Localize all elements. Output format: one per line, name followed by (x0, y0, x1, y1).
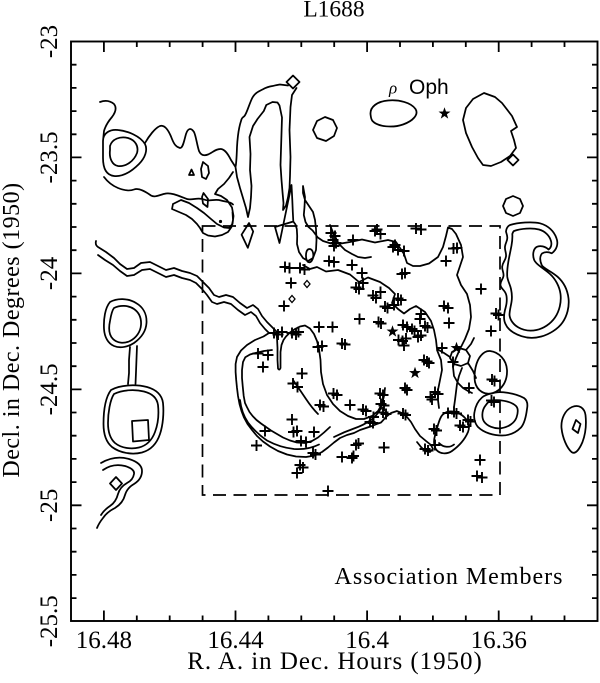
svg-text:Association Members: Association Members (335, 564, 564, 590)
svg-text:16.4: 16.4 (345, 627, 389, 654)
svg-text:16.44: 16.44 (207, 627, 264, 654)
svg-text:ρ: ρ (388, 79, 397, 98)
svg-text:R. A. in Dec. Hours (1950): R. A. in Dec. Hours (1950) (187, 648, 483, 675)
svg-text:-24: -24 (36, 256, 63, 290)
svg-text:-25.5: -25.5 (36, 595, 63, 647)
svg-text:Oph: Oph (409, 76, 449, 99)
svg-text:Decl. in Dec. Degrees (1950): Decl. in Dec. Degrees (1950) (0, 182, 25, 477)
svg-text:-24.5: -24.5 (36, 363, 63, 415)
svg-text:16.36: 16.36 (471, 627, 527, 654)
svg-text:-23.5: -23.5 (36, 131, 63, 183)
svg-text:16.48: 16.48 (76, 627, 132, 654)
svg-text:L1688: L1688 (303, 0, 364, 23)
svg-text:-23: -23 (36, 25, 63, 58)
svg-text:-25: -25 (36, 489, 63, 522)
